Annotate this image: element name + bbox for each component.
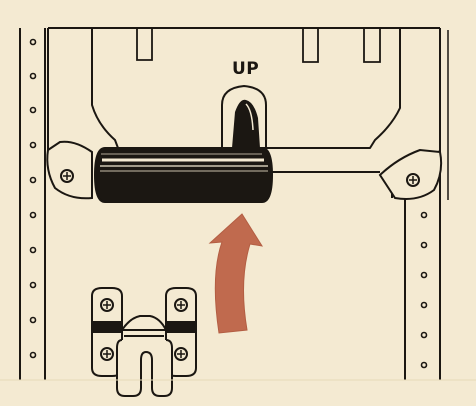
curved-up-arrow-icon (208, 213, 264, 334)
left-rail-holes (29, 38, 37, 359)
clip-screws (100, 298, 188, 361)
right-pivot-bracket (378, 148, 443, 200)
left-pivot-bracket (46, 140, 93, 200)
handle-bar (93, 147, 274, 203)
pull-tab (221, 84, 267, 149)
screw-bottom-left (100, 347, 114, 361)
right-rail-holes (420, 211, 428, 369)
top-slots (136, 28, 381, 63)
up-label: UP (232, 59, 260, 79)
screw-top-right (174, 298, 188, 312)
left-rail (19, 28, 46, 380)
hook-clip-assembly (91, 287, 197, 397)
screw-top-left (100, 298, 114, 312)
screw-bottom-right (174, 347, 188, 361)
